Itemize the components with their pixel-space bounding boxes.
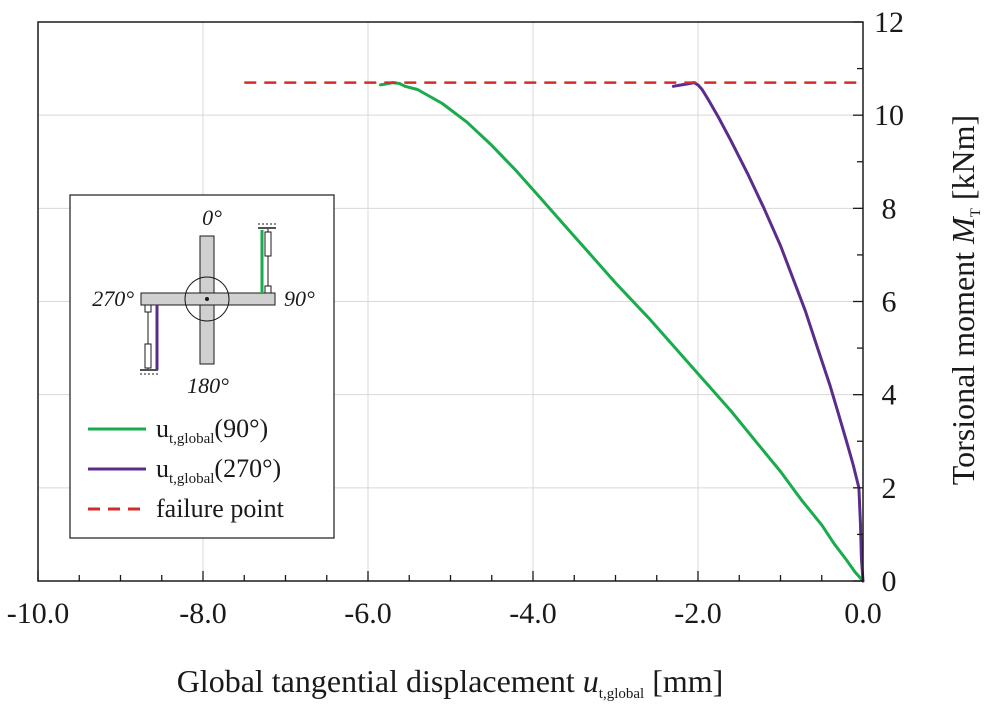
x-axis-title-prefix: Global tangential displacement: [177, 663, 583, 699]
x-axis-title-var: u: [583, 663, 599, 699]
y-axis-title-prefix: Torsional moment: [945, 244, 981, 485]
schematic-right-sensor: [264, 231, 272, 257]
y-axis: 0 2 4 6 8 10 12: [853, 6, 904, 598]
schematic-left-sensor: [144, 343, 152, 369]
schematic-right-sensor-base: [264, 285, 272, 294]
angle-label-bottom: 180°: [187, 373, 229, 398]
y-tick-label-1: 2: [882, 472, 897, 505]
schematic-center-circle: [184, 276, 230, 322]
y-tick-label-2: 4: [882, 379, 897, 412]
legend: 0° 90° 180° 270° ut,global(90°)ut,global…: [69, 194, 335, 539]
legend-label-2: failure point: [156, 494, 285, 523]
y-tick-label-6: 12: [874, 6, 904, 39]
angle-label-right: 90°: [284, 286, 315, 311]
x-tick-label-1: -8.0: [179, 597, 227, 630]
x-tick-label-4: -2.0: [674, 597, 722, 630]
legend-items: ut,global(90°) ut,global(270°) failure poi…: [88, 414, 285, 523]
legend-label-1: ut,global(270°): [156, 454, 281, 487]
series-line-1: [671, 81, 865, 583]
angle-label-left: 270°: [92, 286, 134, 311]
y-tick-label-0: 0: [882, 565, 897, 598]
y-tick-label-3: 6: [882, 286, 897, 319]
y-axis-title: Torsional moment MT [kNm]: [945, 115, 984, 485]
x-axis-title-unit: [mm]: [644, 663, 723, 699]
y-tick-label-4: 8: [882, 192, 897, 225]
x-tick-label-2: -6.0: [344, 597, 392, 630]
y-tick-label-5: 10: [874, 99, 904, 132]
schematic-center-dot: [205, 297, 209, 301]
angle-label-top: 0°: [202, 205, 222, 230]
series-line-0: [378, 81, 865, 583]
loading-schematic: 0° 90° 180° 270°: [92, 205, 315, 398]
y-axis-title-var: M: [945, 215, 981, 245]
y-axis-title-unit: [kNm]: [945, 115, 981, 208]
x-axis-title: Global tangential displacement ut,global…: [177, 663, 724, 702]
x-tick-label-5: 0.0: [844, 597, 882, 630]
x-axis: -10.0 -8.0 -6.0 -4.0 -2.0 0.0: [7, 571, 882, 630]
x-axis-title-sub: t,global: [599, 686, 644, 702]
y-axis-title-sub: T: [968, 208, 984, 217]
schematic-left-sensor-base: [144, 304, 152, 313]
legend-label-0: ut,global(90°): [156, 414, 268, 447]
series-layer: [244, 81, 865, 583]
x-tick-label-3: -4.0: [509, 597, 557, 630]
x-tick-label-0: -10.0: [7, 597, 70, 630]
